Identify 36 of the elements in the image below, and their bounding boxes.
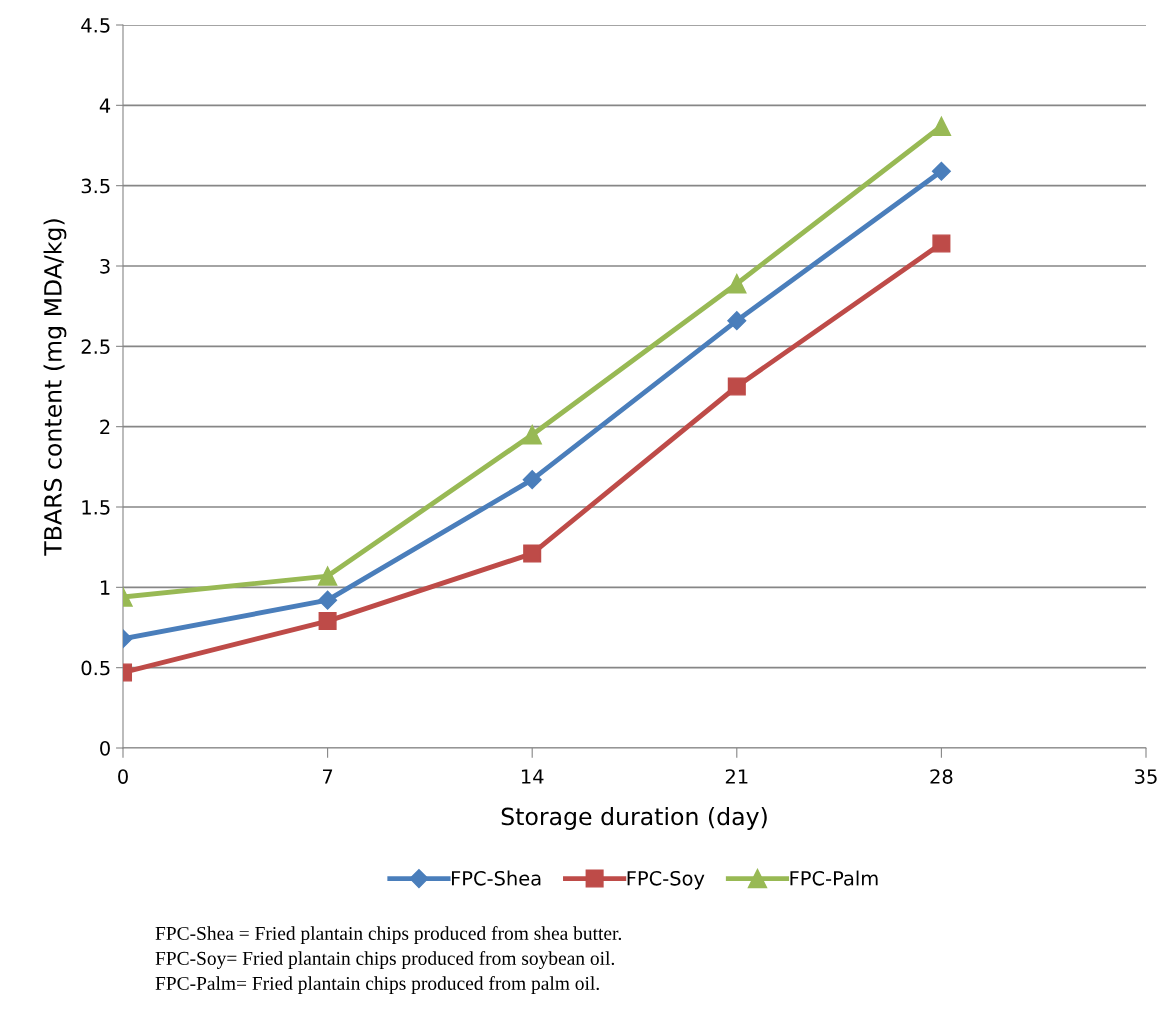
y-tick-label: 3.5 xyxy=(81,178,110,194)
y-axis-title: TBARS content (mg MDA/kg) xyxy=(43,219,67,556)
point xyxy=(727,273,747,294)
point xyxy=(522,424,542,445)
y-tick-label: 3 xyxy=(100,258,110,274)
y-tick-label: 1 xyxy=(100,580,110,595)
y-tick-label: 1.5 xyxy=(82,500,110,515)
y-tick-label: 0.5 xyxy=(81,660,110,676)
y-tick-label: 0 xyxy=(100,740,110,756)
point xyxy=(931,116,952,136)
x-tick-label: 28 xyxy=(930,769,953,784)
y-tick-label: 2.5 xyxy=(81,339,110,354)
point xyxy=(727,377,746,396)
y-tick-label: 4.5 xyxy=(81,18,110,33)
point xyxy=(931,161,951,181)
point xyxy=(318,590,338,610)
x-tick-label: 35 xyxy=(1135,769,1157,784)
text: FPC-Shea = Fried plantain chips produced from shea butter. xyxy=(155,926,622,944)
x-axis-title: Storage duration (day) xyxy=(501,807,767,830)
x-tick-label: 21 xyxy=(725,769,748,784)
x-tick-label: 14 xyxy=(521,769,544,784)
legend-label: FPC-Palm xyxy=(790,870,878,886)
x-tick-label: 0 xyxy=(118,769,128,784)
text: FPC-Soy= Fried plantain chips produced from soybean oil. xyxy=(155,951,615,969)
point xyxy=(932,234,951,253)
legend-label: FPC-Soy xyxy=(627,870,705,890)
y-tick-label: 2 xyxy=(100,419,110,435)
point xyxy=(317,566,338,586)
point xyxy=(727,311,747,331)
point xyxy=(523,544,542,563)
legend-label: FPC-Shea xyxy=(451,870,541,886)
x-tick-label: 7 xyxy=(323,769,333,784)
point xyxy=(522,470,542,490)
point xyxy=(318,612,337,631)
y-tick-label: 4 xyxy=(99,98,111,113)
text: FPC-Palm= Fried plantain chips produced from palm oil. xyxy=(155,976,599,994)
